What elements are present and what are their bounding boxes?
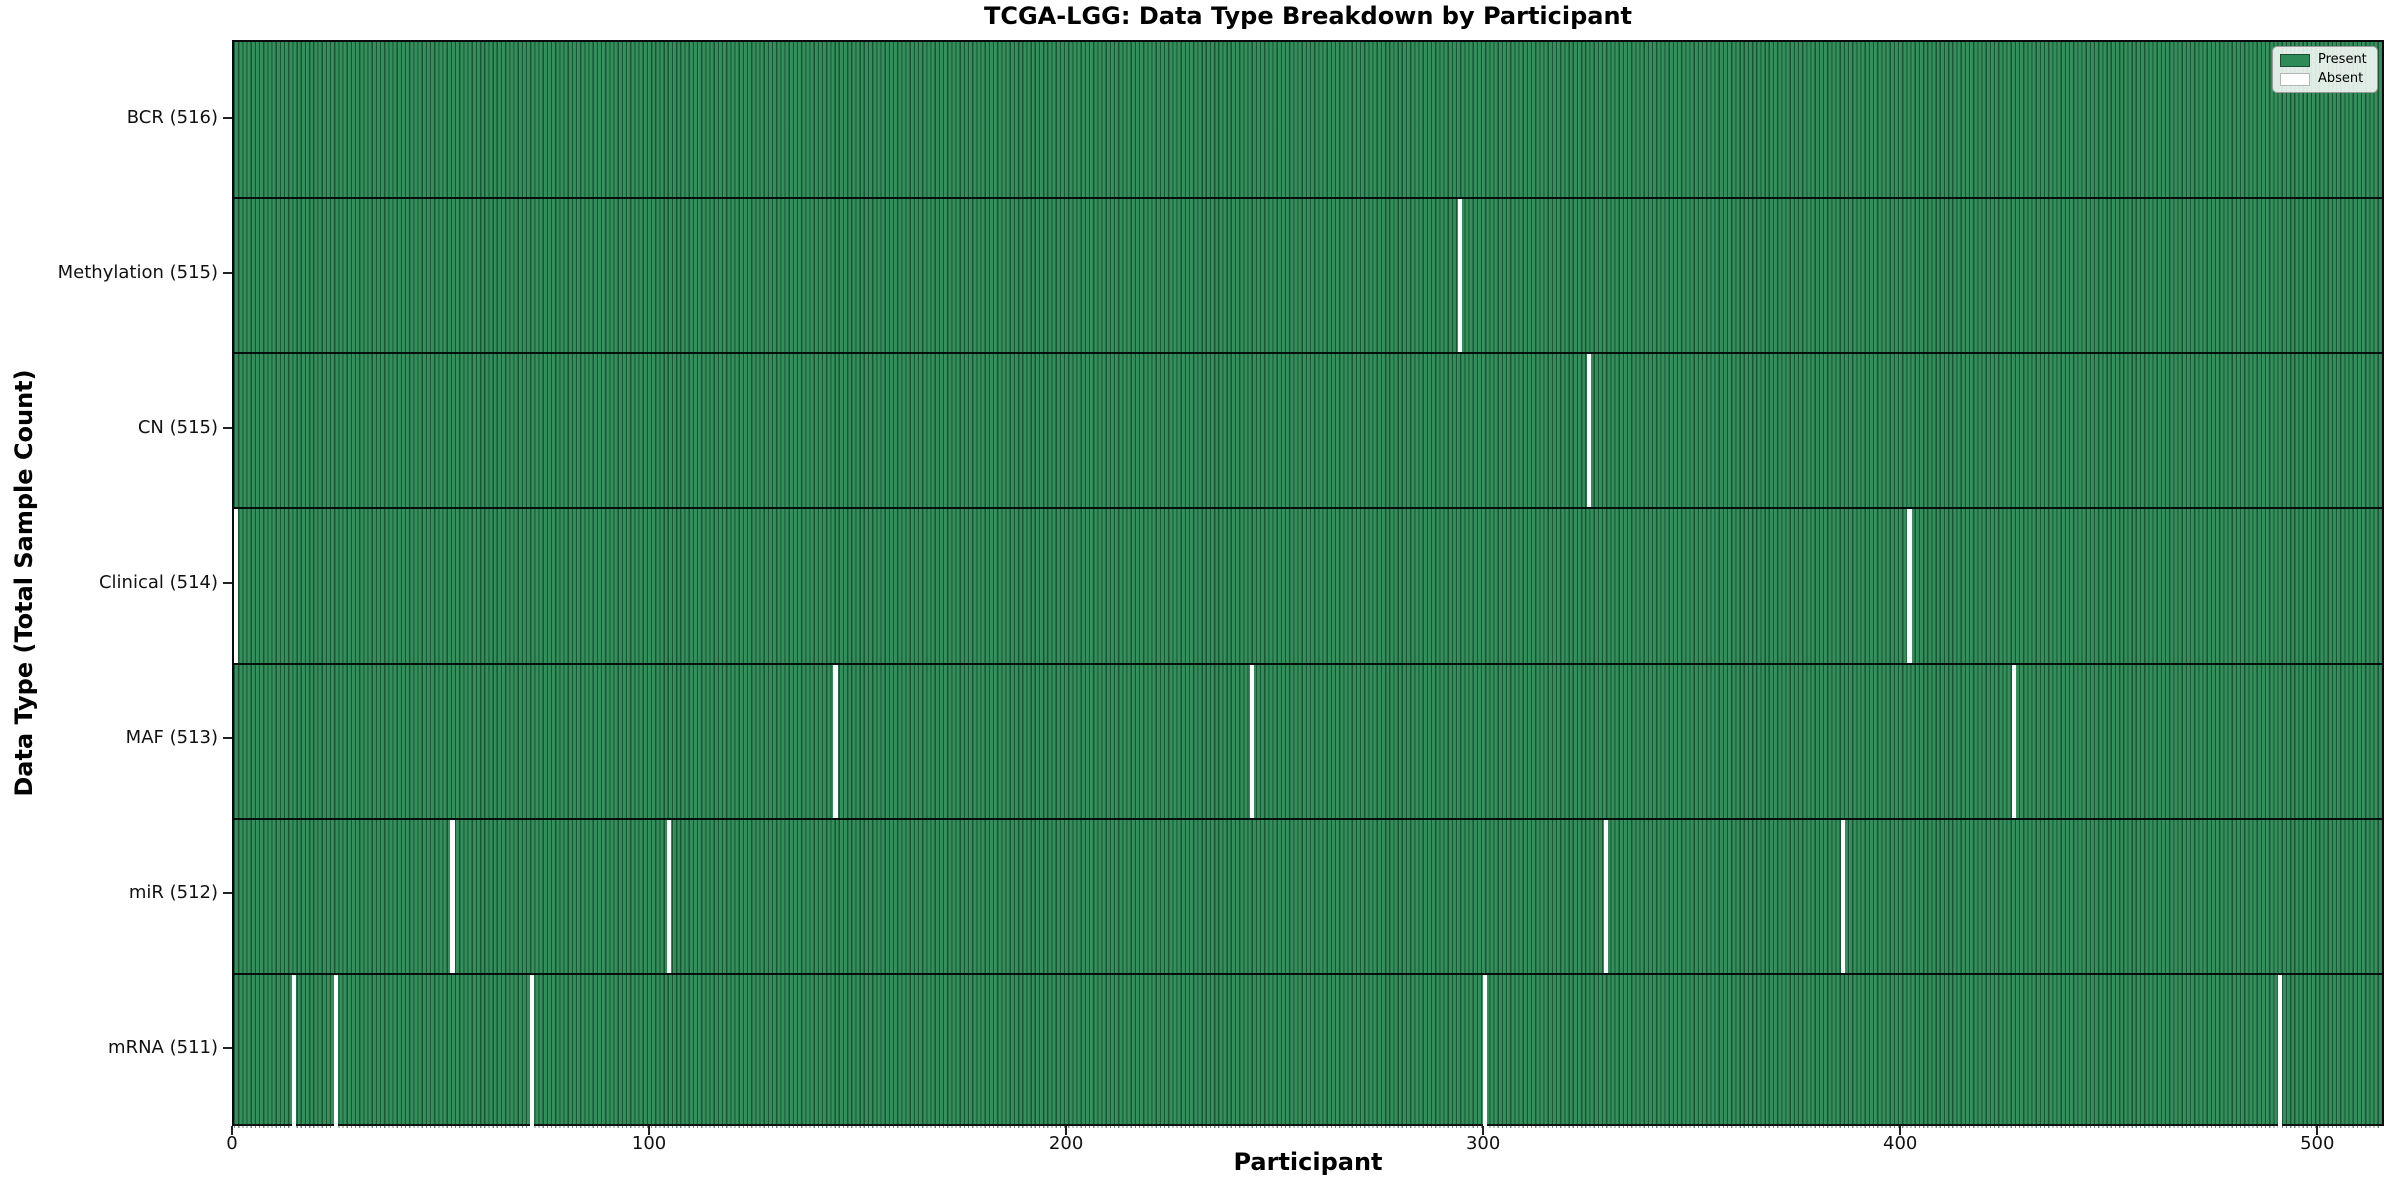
- data-type-row-mRNA: [234, 972, 2382, 1128]
- chart-title: TCGA-LGG: Data Type Breakdown by Partici…: [983, 2, 1633, 30]
- y-tick-mark: [223, 892, 232, 895]
- y-tick-mark: [223, 582, 232, 584]
- y-tick-mark: [223, 737, 232, 740]
- absent-marker: [1249, 664, 1254, 818]
- absent-marker: [1840, 819, 1845, 973]
- y-tick-label: Clinical (514): [98, 572, 218, 593]
- x-tick-label: 100: [631, 1133, 667, 1154]
- y-tick-label: mRNA (511): [108, 1037, 218, 1059]
- y-tick-mark: [223, 116, 232, 119]
- x-tick-mark: [1899, 1126, 1902, 1135]
- data-type-row-miR: [234, 817, 2382, 973]
- y-tick-label: BCR (516): [126, 106, 218, 128]
- absent-marker: [529, 974, 534, 1128]
- x-tick-label: 300: [1465, 1133, 1501, 1154]
- data-type-row-MAF: [234, 662, 2382, 818]
- y-tick-mark: [223, 1047, 232, 1050]
- x-tick-mark: [2316, 1126, 2319, 1135]
- absent-marker: [1457, 199, 1463, 353]
- absent-marker: [450, 819, 455, 973]
- absent-swatch-icon: [2280, 72, 2310, 86]
- absent-marker: [1603, 819, 1608, 973]
- x-axis-label: Participant: [1233, 1148, 1383, 1176]
- absent-marker: [292, 974, 297, 1128]
- x-tick-mark: [1482, 1126, 1485, 1135]
- y-tick-label: CN (515): [137, 416, 218, 438]
- legend-label-absent: Absent: [2318, 71, 2364, 86]
- x-tick-label: 200: [1048, 1133, 1084, 1154]
- x-tick-label: 0: [226, 1133, 238, 1154]
- absent-marker: [2277, 974, 2283, 1128]
- x-tick-mark: [231, 1126, 233, 1135]
- plot-area: [232, 40, 2384, 1128]
- absent-marker: [2011, 664, 2016, 818]
- absent-marker: [833, 664, 838, 818]
- absent-marker: [1482, 974, 1487, 1128]
- legend-label-present: Present: [2318, 52, 2367, 67]
- y-tick-label: miR (512): [128, 882, 218, 904]
- legend: Present Absent: [2272, 46, 2378, 93]
- absent-marker: [234, 509, 239, 663]
- x-tick-label: 500: [2300, 1133, 2335, 1154]
- absent-marker: [1586, 354, 1592, 508]
- legend-entry-present: Present: [2280, 53, 2370, 67]
- x-tick-mark: [648, 1126, 651, 1135]
- data-type-row-Clinical: [234, 507, 2382, 663]
- absent-marker: [1907, 509, 1912, 663]
- y-tick-mark: [223, 426, 232, 429]
- absent-marker: [666, 819, 672, 973]
- absent-marker: [333, 974, 339, 1128]
- data-type-row-CN: [234, 352, 2382, 508]
- present-swatch-icon: [2280, 53, 2310, 67]
- y-tick-label: Methylation (515): [57, 261, 218, 283]
- y-tick-label: MAF (513): [125, 727, 218, 749]
- x-tick-label: 400: [1883, 1133, 1918, 1154]
- data-type-row-Methylation: [234, 197, 2382, 353]
- legend-entry-absent: Absent: [2280, 72, 2370, 86]
- x-tick-mark: [1065, 1126, 1068, 1135]
- y-tick-mark: [223, 271, 232, 274]
- data-type-row-BCR: [234, 42, 2382, 198]
